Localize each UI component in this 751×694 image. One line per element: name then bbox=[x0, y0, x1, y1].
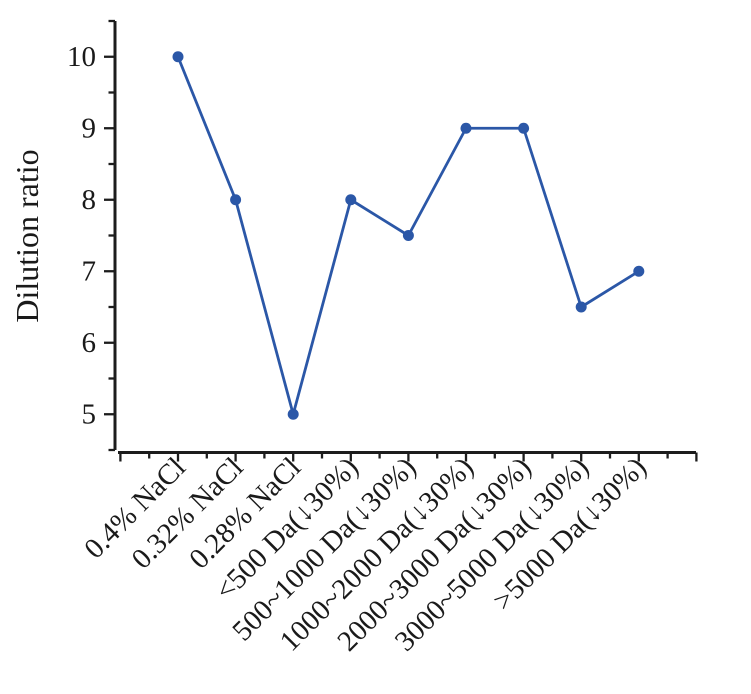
data-point bbox=[345, 194, 357, 206]
y-axis-title: Dilution ratio bbox=[9, 149, 45, 322]
data-point bbox=[575, 301, 587, 313]
data-point bbox=[287, 408, 299, 420]
y-tick-label: 10 bbox=[67, 41, 96, 73]
data-point bbox=[518, 122, 530, 134]
y-tick-label: 5 bbox=[82, 398, 97, 430]
y-tick-label: 6 bbox=[82, 327, 97, 359]
data-point bbox=[460, 122, 472, 134]
y-tick-label: 7 bbox=[82, 255, 97, 287]
data-point bbox=[633, 265, 645, 277]
data-point bbox=[402, 230, 414, 241]
y-tick-label: 8 bbox=[82, 184, 97, 216]
data-point bbox=[172, 51, 184, 63]
y-tick-label: 9 bbox=[82, 112, 97, 144]
data-point bbox=[230, 194, 242, 206]
